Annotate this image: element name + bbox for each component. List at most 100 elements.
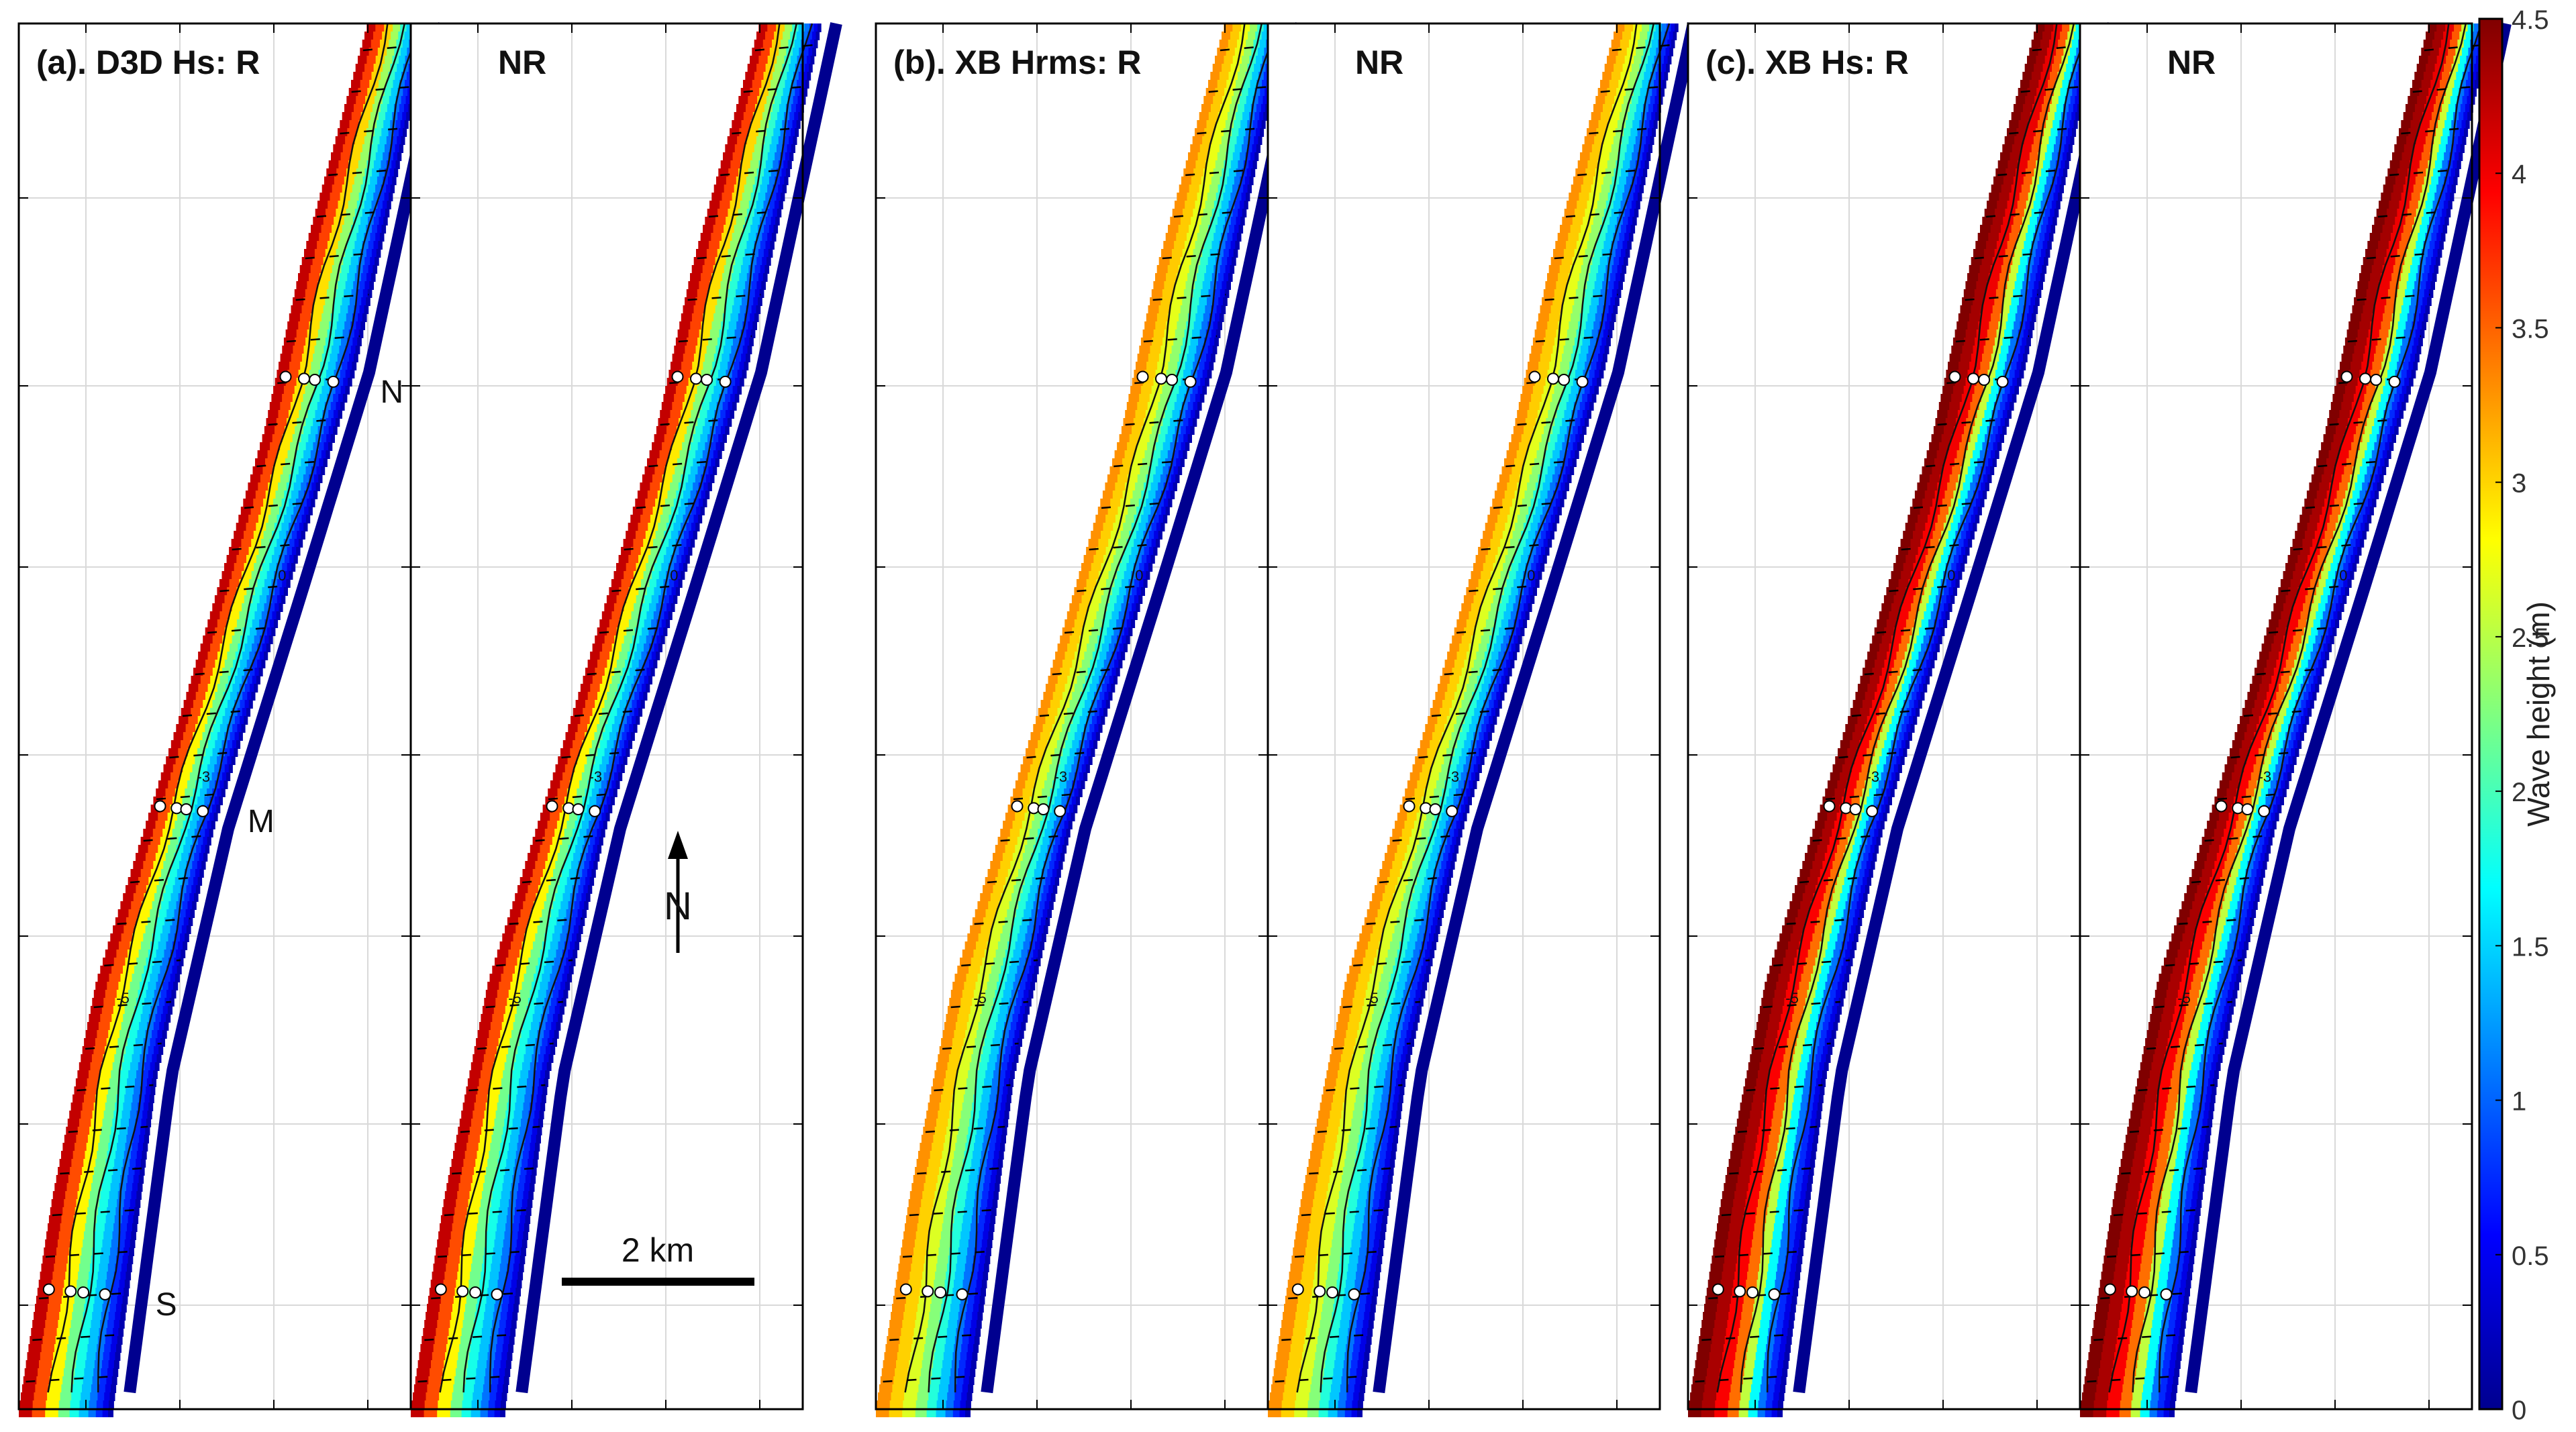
wave-height-cell [531,1135,537,1143]
wave-height-cell [1042,724,1053,733]
wave-height-cell [275,587,281,596]
wave-height-cell [308,434,316,443]
wave-height-cell [496,1223,507,1232]
wave-height-cell [787,144,792,153]
wave-height-cell [282,346,294,354]
wave-height-cell [385,168,391,177]
wave-height-cell [564,917,571,926]
wave-height-cell [256,627,263,636]
wave-height-cell [517,1231,524,1240]
wave-height-cell [56,1175,69,1184]
wave-height-cell [734,112,744,121]
wave-height-cell [742,297,749,306]
wave-height-cell [726,297,735,306]
wave-height-cell [205,845,210,854]
wave-height-cell [385,209,390,217]
wave-height-cell [364,233,371,242]
wave-height-cell [183,764,193,773]
wave-height-cell [197,861,203,870]
wave-height-cell [99,1264,109,1272]
wave-height-cell [166,1014,171,1023]
wave-height-cell [123,925,136,934]
wave-height-cell [125,958,138,966]
wave-height-cell [293,346,305,354]
wave-height-cell [203,635,213,644]
wave-height-cell [340,370,346,378]
wave-height-cell [240,700,246,709]
wave-height-cell [782,64,790,72]
wave-height-cell [1067,797,1073,805]
wave-height-cell [237,708,243,717]
wave-height-cell [303,474,310,483]
wave-height-cell [128,909,140,918]
wave-height-cell [334,297,343,306]
wave-height-cell [1119,644,1124,652]
wave-height-cell [82,1384,92,1393]
wave-height-cell [234,716,241,725]
wave-height-cell [120,1119,130,1127]
wave-height-cell [213,724,221,733]
wave-height-cell [791,104,797,113]
wave-height-cell [160,1038,165,1047]
wave-height-cell [285,426,296,435]
wave-height-cell [325,297,336,306]
wave-height-cell [559,813,570,821]
wave-height-cell [342,144,354,153]
wave-height-cell [252,466,264,475]
wave-height-cell [1158,257,1171,266]
wave-height-cell [595,635,605,644]
wave-height-cell [1040,941,1045,950]
wave-height-cell [486,1231,497,1240]
wave-height-cell [48,1296,62,1305]
wave-height-cell [769,176,776,185]
wave-height-cell [399,80,405,89]
wave-height-cell [695,297,707,306]
wave-height-cell [1193,402,1199,411]
wave-height-cell [134,1127,141,1135]
wave-height-cell [83,1239,95,1248]
wave-height-cell [688,547,693,556]
wave-height-cell [270,442,281,451]
wave-height-cell [45,1239,58,1248]
wave-height-cell [980,966,992,974]
wave-height-cell [108,1400,114,1409]
wave-height-cell [360,321,365,330]
wave-height-cell [373,241,379,250]
wave-height-cell [132,1014,142,1023]
wave-height-cell [119,1231,127,1240]
wave-height-cell [248,700,253,709]
wave-height-cell [955,1078,967,1087]
wave-height-cell [525,1175,532,1184]
wave-height-cell [321,434,328,443]
wave-height-cell [1077,724,1085,733]
wave-height-cell [392,56,399,64]
wave-height-cell [317,201,329,209]
wave-height-cell [411,1400,426,1409]
wave-height-cell [224,627,236,636]
wave-height-cell [352,249,361,258]
wave-height-cell [1091,627,1101,636]
wave-height-cell [1101,700,1107,709]
station-marker [180,803,193,815]
wave-height-cell [165,885,174,894]
wave-height-cell [502,1247,510,1256]
wave-height-cell [537,853,548,862]
wave-height-cell [1230,136,1238,145]
wave-height-cell [172,861,180,870]
wave-height-cell [158,998,166,1007]
wave-height-cell [1040,764,1050,773]
wave-height-cell [126,917,138,926]
wave-height-cell [720,410,726,419]
wave-height-cell [1001,998,1011,1007]
wave-height-cell [114,1159,123,1168]
wave-height-cell [499,1320,507,1329]
wave-height-cell [1195,281,1203,290]
wave-height-cell [347,273,356,282]
wave-height-cell [775,217,780,225]
wave-height-cell [970,925,982,934]
wave-height-cell [1037,909,1044,918]
wave-height-cell [116,1344,121,1353]
wave-height-cell [310,426,319,435]
wave-height-cell [1250,128,1256,137]
